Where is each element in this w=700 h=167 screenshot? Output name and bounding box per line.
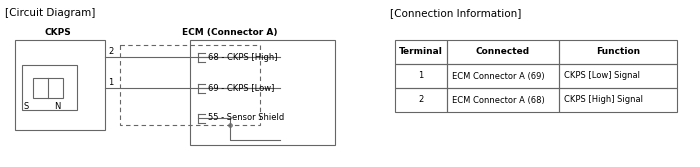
Text: [Connection Information]: [Connection Information] xyxy=(390,8,522,18)
Bar xyxy=(447,40,559,64)
Bar xyxy=(120,45,260,125)
Text: ECM Connector A (69): ECM Connector A (69) xyxy=(452,71,545,80)
Bar xyxy=(395,40,447,64)
Bar xyxy=(15,40,105,130)
Bar xyxy=(190,40,335,145)
Text: 2: 2 xyxy=(419,96,423,105)
Text: Function: Function xyxy=(596,47,640,56)
Bar xyxy=(559,40,677,64)
Text: CKPS [Low] Signal: CKPS [Low] Signal xyxy=(564,71,640,80)
Text: [Circuit Diagram]: [Circuit Diagram] xyxy=(5,8,95,18)
Bar xyxy=(33,78,63,98)
Text: 69 - CKPS [Low]: 69 - CKPS [Low] xyxy=(208,84,274,93)
Text: ECM Connector A (68): ECM Connector A (68) xyxy=(452,96,545,105)
Text: 68 - CKPS [High]: 68 - CKPS [High] xyxy=(208,52,277,61)
Text: 1: 1 xyxy=(419,71,423,80)
Bar xyxy=(559,88,677,112)
Bar xyxy=(447,88,559,112)
Text: CKPS [High] Signal: CKPS [High] Signal xyxy=(564,96,643,105)
Text: S: S xyxy=(24,102,29,111)
Text: ECM (Connector A): ECM (Connector A) xyxy=(182,28,278,37)
Bar xyxy=(559,64,677,88)
Text: N: N xyxy=(54,102,60,111)
Bar xyxy=(395,64,447,88)
Bar xyxy=(22,65,77,110)
Text: 55 - Sensor Shield: 55 - Sensor Shield xyxy=(208,114,284,123)
Bar xyxy=(447,64,559,88)
Text: 1: 1 xyxy=(108,78,113,87)
Bar xyxy=(395,88,447,112)
Text: CKPS: CKPS xyxy=(45,28,71,37)
Text: Connected: Connected xyxy=(476,47,530,56)
Text: 2: 2 xyxy=(108,47,113,56)
Text: Terminal: Terminal xyxy=(399,47,443,56)
